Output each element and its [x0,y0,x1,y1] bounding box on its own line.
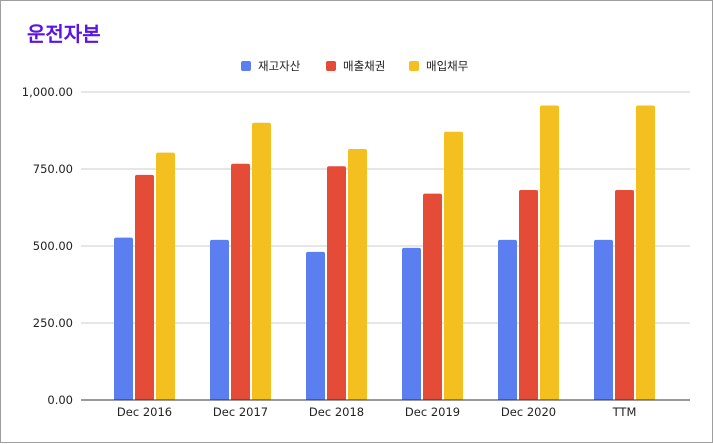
y-tick-label: 750.00 [33,162,73,176]
bar [156,152,175,400]
bar [615,189,634,400]
bar [327,166,346,400]
legend-item: 매출채권 [326,59,385,73]
x-tick-label: TTM [612,405,637,419]
bar [402,247,421,400]
bar [636,105,655,400]
bar [135,174,154,400]
x-tick-label: Dec 2019 [405,405,460,419]
legend-swatch [409,61,419,71]
bar [444,131,463,400]
bar [306,251,325,400]
x-tick-label: Dec 2016 [117,405,172,419]
bar [498,239,517,400]
legend-swatch [241,61,251,71]
legend-label: 매입채무 [426,59,468,73]
bar [231,163,250,400]
legend-item: 매입채무 [409,59,468,73]
x-tick-label: Dec 2020 [501,405,556,419]
bar [540,105,559,400]
gridlines [81,91,690,324]
legend-swatch [326,61,336,71]
legend: 재고자산 매출채권 매입채무 [241,59,468,73]
bars [114,105,655,401]
y-tick-label: 1,000.00 [22,85,73,99]
x-axis: Dec 2016 Dec 2017 Dec 2018 Dec 2019 Dec 2020… [81,399,690,419]
bar [348,148,367,400]
y-axis: 0.00 250.00 500.00 750.00 1,000.00 [22,85,73,407]
chart-title: 운전자본 [27,22,101,46]
x-tick-label: Dec 2018 [309,405,364,419]
legend-label: 매출채권 [343,59,385,73]
bar [519,189,538,400]
y-tick-label: 0.00 [47,393,73,407]
legend-item: 재고자산 [241,59,301,73]
bar [210,239,229,400]
y-tick-label: 500.00 [33,239,73,253]
bar [114,237,133,400]
bar [252,122,271,401]
y-tick-label: 250.00 [33,316,73,330]
legend-label: 재고자산 [258,59,301,73]
bar [423,193,442,400]
x-tick-label: Dec 2017 [213,405,268,419]
bar [594,239,613,400]
